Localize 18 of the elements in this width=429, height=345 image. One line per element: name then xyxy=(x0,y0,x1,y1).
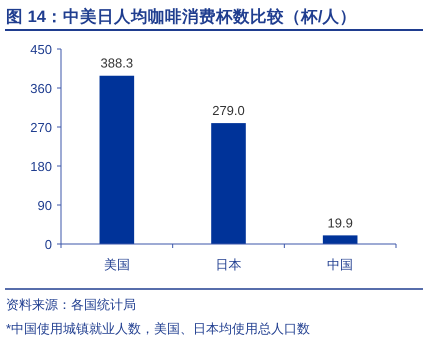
y-tick-label: 90 xyxy=(38,198,52,213)
chart-title: 图 14：中美日人均咖啡消费杯数比较（杯/人） xyxy=(6,7,357,26)
y-tick-label: 180 xyxy=(30,159,52,174)
x-tick-label: 中国 xyxy=(327,257,354,272)
y-tick-label: 360 xyxy=(30,81,52,96)
x-tick-label: 日本 xyxy=(216,257,242,272)
x-tick-label: 美国 xyxy=(104,257,130,272)
bar xyxy=(100,76,134,244)
text: *中国使用城镇就业人数，美国、日本均使用总人口数 xyxy=(6,321,310,336)
data-label: 388.3 xyxy=(100,56,134,71)
text: 资料来源：各国统计局 xyxy=(6,297,136,312)
y-tick-label: 450 xyxy=(30,42,52,57)
y-tick-label: 270 xyxy=(30,120,52,135)
bar xyxy=(211,123,246,244)
data-label: 19.9 xyxy=(328,215,353,230)
data-label: 279.0 xyxy=(212,103,245,118)
y-tick-label: 0 xyxy=(44,237,52,252)
bar xyxy=(322,235,358,244)
